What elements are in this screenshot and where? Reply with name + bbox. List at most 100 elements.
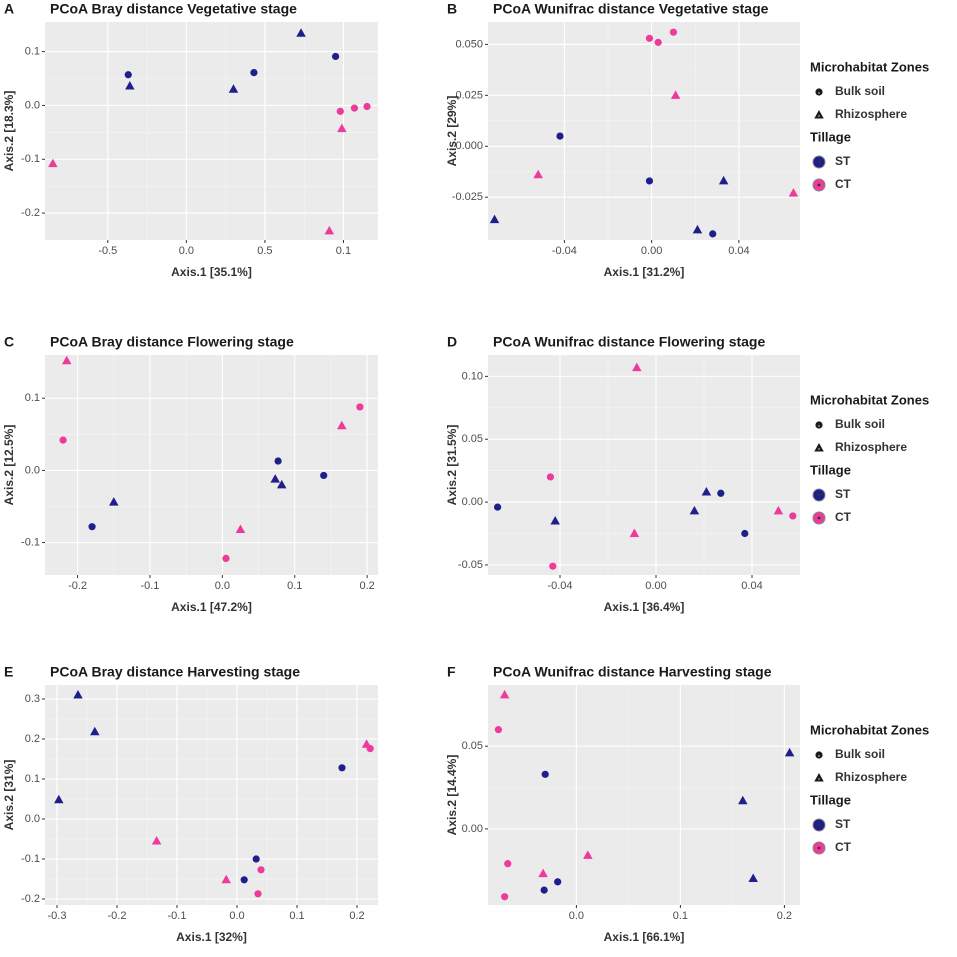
point [151, 836, 162, 845]
plot-background [488, 22, 800, 240]
point [645, 177, 654, 185]
point [59, 436, 67, 444]
point [336, 107, 344, 115]
y-axis-title: Axis.2 [14.4%] [445, 755, 459, 836]
point [499, 689, 510, 699]
y-tick-label: 0.1 [25, 392, 40, 404]
legend-title: Tillage [810, 462, 851, 477]
legend-symbol [814, 773, 824, 782]
point [669, 28, 678, 36]
legend-title: Tillage [810, 129, 851, 144]
point [718, 175, 729, 185]
legend-label: ST [835, 817, 851, 831]
point [738, 795, 748, 805]
x-tick-label: 0.2 [359, 580, 374, 592]
y-tick-label: -0.1 [21, 153, 40, 165]
chart-title: PCoA Wunifrac distance Vegetative stage [493, 1, 769, 17]
y-tick-label: 0.000 [455, 140, 483, 152]
panel-letter: B [447, 1, 457, 17]
y-axis-title: Axis.2 [18.3%] [2, 91, 16, 172]
y-tick-label: 0.05 [462, 740, 483, 752]
point [296, 28, 306, 37]
point [320, 471, 328, 480]
legend-label: ST [835, 154, 851, 168]
point [645, 34, 654, 42]
point [361, 739, 372, 748]
point [741, 529, 749, 538]
x-axis-title: Axis.1 [47.2%] [171, 600, 252, 614]
point [540, 886, 548, 894]
plot-background [45, 355, 378, 575]
point [494, 726, 502, 734]
chart-title: PCoA Bray distance Flowering stage [50, 334, 294, 350]
x-tick-label: 0.5 [257, 245, 272, 257]
x-axis-title: Axis.1 [66.1%] [604, 930, 685, 944]
x-tick-label: -0.2 [108, 910, 127, 922]
point [583, 850, 593, 859]
point [338, 764, 346, 772]
x-tick-label: 0.2 [349, 910, 364, 922]
point [773, 505, 784, 515]
legend-label: Bulk soil [835, 747, 885, 761]
chart-title: PCoA Wunifrac distance Harvesting stage [493, 664, 772, 680]
legend-title: Microhabitat Zones [810, 722, 929, 737]
legend-title: Microhabitat Zones [810, 392, 929, 407]
x-tick-label: 0.1 [289, 910, 304, 922]
x-tick-label: 0.00 [641, 245, 662, 257]
point [632, 362, 642, 372]
x-axis-title: Axis.1 [32%] [176, 930, 247, 944]
legend-label: CT [835, 510, 852, 524]
point [324, 225, 335, 235]
legend-label: Bulk soil [835, 417, 885, 431]
point [48, 158, 58, 168]
point [235, 524, 246, 534]
y-tick-label: -0.1 [21, 536, 40, 548]
point [274, 457, 282, 465]
point [670, 90, 681, 99]
y-tick-label: 0.10 [462, 370, 483, 382]
plot-background [488, 355, 800, 575]
legend-dot [817, 160, 821, 164]
point [538, 868, 548, 878]
y-axis-title: Axis.2 [31%] [2, 760, 16, 831]
y-tick-label: -0.05 [458, 559, 483, 571]
point [789, 512, 797, 520]
y-tick-label: 0.3 [25, 693, 40, 705]
point [240, 876, 248, 884]
x-tick-label: -0.3 [48, 910, 67, 922]
legend-dot [817, 754, 821, 758]
legend-dot [817, 493, 821, 497]
y-axis-title: Axis.2 [12.5%] [2, 425, 16, 506]
x-tick-label: -0.5 [98, 245, 117, 257]
point [88, 523, 96, 531]
point [788, 188, 799, 197]
point [549, 562, 557, 570]
point [73, 690, 83, 699]
point [709, 230, 717, 238]
point [337, 420, 347, 430]
chart-title: PCoA Bray distance Harvesting stage [50, 664, 300, 680]
legend-label: Bulk soil [835, 84, 885, 98]
point [221, 874, 231, 884]
point [356, 403, 364, 411]
plot-background [45, 22, 378, 240]
point [54, 794, 64, 804]
y-tick-label: 0.1 [25, 46, 40, 58]
y-tick-label: -0.025 [452, 191, 483, 203]
point [363, 102, 371, 111]
point [109, 497, 119, 506]
y-tick-label: 0.1 [25, 773, 40, 785]
y-tick-label: -0.2 [21, 893, 40, 905]
legend-label: CT [835, 840, 852, 854]
y-tick-label: -0.2 [21, 207, 40, 219]
x-tick-label: 0.00 [645, 580, 666, 592]
panel-letter: F [447, 664, 456, 680]
legend-label: Rhizosphere [835, 440, 907, 454]
point [125, 81, 135, 90]
panel-letter: E [4, 664, 13, 680]
point [124, 71, 132, 79]
x-tick-label: -0.2 [68, 580, 87, 592]
x-tick-label: 0.0 [215, 580, 230, 592]
point [550, 515, 560, 525]
